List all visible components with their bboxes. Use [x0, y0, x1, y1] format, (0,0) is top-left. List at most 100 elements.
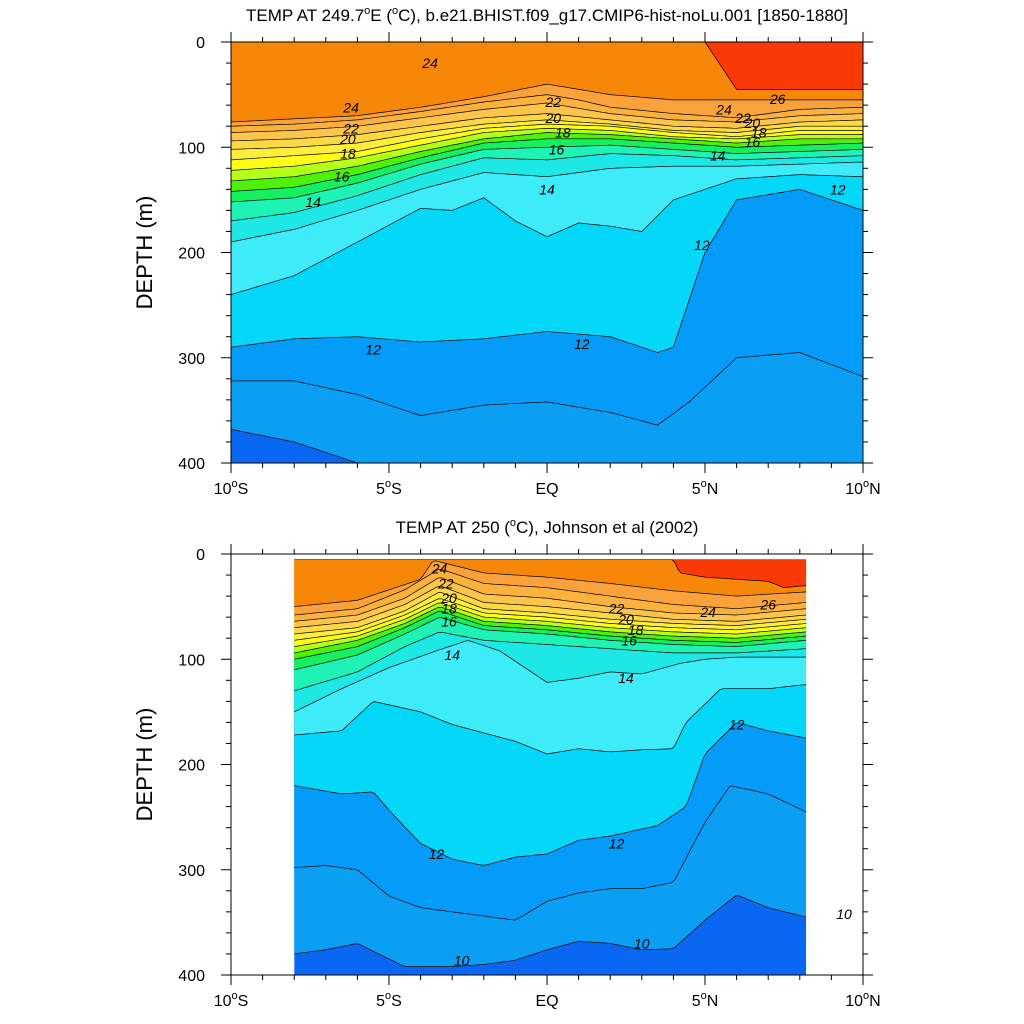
y-tick-label: 100	[178, 140, 205, 157]
isotherm-line-22	[231, 113, 863, 142]
isotherm-line-22	[294, 585, 807, 629]
isotherm-line-18	[231, 132, 863, 182]
isotherm-line-23	[231, 102, 863, 133]
isotherm-line-13	[294, 684, 807, 755]
contour-label: 18	[555, 125, 571, 141]
contour-label: 14	[539, 181, 555, 197]
isotherm-line-12	[294, 722, 807, 866]
x-tick-label: 10oS	[214, 478, 249, 498]
chart-title: TEMP AT 249.7oE (oC), b.e21.BHIST.f09_g1…	[246, 5, 848, 25]
isotherm-line-24	[231, 94, 863, 127]
contour-fills	[294, 559, 807, 975]
isotherm-line-10	[294, 895, 807, 967]
isotherm-line-15	[231, 153, 863, 222]
contour-label: 10	[836, 906, 852, 922]
contour-label: 22	[545, 94, 562, 110]
isotherm-line-19	[294, 602, 807, 647]
x-tick-label: 10oN	[845, 990, 880, 1010]
contour-label: 20	[617, 611, 634, 627]
isotherm-line-23	[294, 577, 807, 622]
contour-label: 16	[745, 134, 761, 150]
isotherm-line-15	[294, 631, 807, 692]
contour-label: 10	[454, 952, 470, 968]
contour-label: 24	[342, 99, 359, 115]
isotherm-line-20	[294, 598, 807, 641]
contour-label: 16	[549, 141, 565, 157]
isotherm-line-21	[294, 592, 807, 635]
axis-ticks	[221, 544, 873, 985]
contour-label: 14	[444, 647, 460, 663]
x-tick-label: 5oS	[376, 478, 402, 498]
isotherm-line-16	[231, 144, 863, 203]
x-tick-label: 10oS	[214, 990, 249, 1010]
isotherm-band-25	[294, 559, 807, 607]
contour-label: 18	[340, 146, 356, 162]
contour-label: 24	[699, 604, 716, 620]
isotherm-line-18	[294, 606, 807, 654]
contour-label: 24	[421, 55, 438, 71]
y-tick-label: 300	[178, 351, 205, 368]
y-tick-label: 400	[178, 968, 205, 985]
contour-label: 12	[429, 846, 445, 862]
x-tick-label: 5oS	[376, 990, 402, 1010]
x-tick-label: 5oN	[692, 478, 719, 498]
y-tick-label: 100	[178, 652, 205, 669]
contour-label: 22	[342, 120, 359, 136]
y-axis-title: DEPTH (m)	[132, 196, 157, 310]
contour-label: 12	[365, 341, 381, 357]
contour-label: 24	[715, 101, 732, 117]
contour-label: 24	[431, 561, 448, 577]
x-tick-label: 5oN	[692, 990, 719, 1010]
y-tick-label: 0	[196, 547, 205, 564]
contour-label: 10	[634, 935, 650, 951]
contour-label: 20	[339, 131, 356, 147]
isotherm-line-14	[231, 161, 863, 243]
contour-label: 12	[729, 717, 745, 733]
contour-label: 14	[710, 148, 726, 164]
isotherm-line-24	[294, 568, 807, 616]
isotherm-band-25	[231, 42, 863, 122]
contour-label: 26	[769, 91, 786, 107]
contour-label: 18	[751, 125, 767, 141]
isotherm-line-21	[231, 119, 863, 150]
contour-label: 22	[734, 110, 751, 126]
isotherm-line-19	[231, 127, 863, 171]
y-tick-label: 0	[196, 35, 205, 52]
x-tick-label: EQ	[535, 481, 558, 498]
isotherm-line-17	[231, 138, 863, 192]
y-tick-label: 400	[178, 456, 205, 473]
contour-label: 20	[545, 110, 562, 126]
y-tick-label: 300	[178, 863, 205, 880]
contour-label: 22	[608, 601, 625, 617]
contour-label: 12	[830, 181, 846, 197]
contour-fills	[231, 42, 863, 463]
isotherm-line-11	[231, 352, 863, 426]
contour-label: 14	[618, 670, 634, 686]
isotherm-line-20	[231, 123, 863, 161]
y-tick-label: 200	[178, 758, 205, 775]
isotherm-line-26	[294, 559, 807, 588]
isotherm-band-26	[231, 42, 863, 90]
isotherm-line-26	[231, 42, 863, 90]
isotherm-line-13	[231, 174, 863, 295]
contour-label: 14	[305, 194, 321, 210]
isotherm-line-16	[294, 617, 807, 671]
isotherm-band-26	[294, 559, 807, 588]
axis-ticks	[221, 32, 873, 473]
contour-label: 20	[440, 590, 457, 606]
chart-title: TEMP AT 250 (oC), Johnson et al (2002)	[396, 517, 699, 537]
isotherm-line-10	[231, 428, 359, 463]
isotherm-line-11	[294, 785, 807, 921]
contour-label: 16	[334, 169, 350, 185]
y-tick-label: 200	[178, 246, 205, 263]
contour-label: 20	[744, 115, 761, 131]
isotherm-line-14	[294, 640, 807, 713]
contour-label: 12	[574, 336, 590, 352]
contour-label: 26	[759, 597, 776, 613]
contour-label: 12	[694, 237, 710, 253]
